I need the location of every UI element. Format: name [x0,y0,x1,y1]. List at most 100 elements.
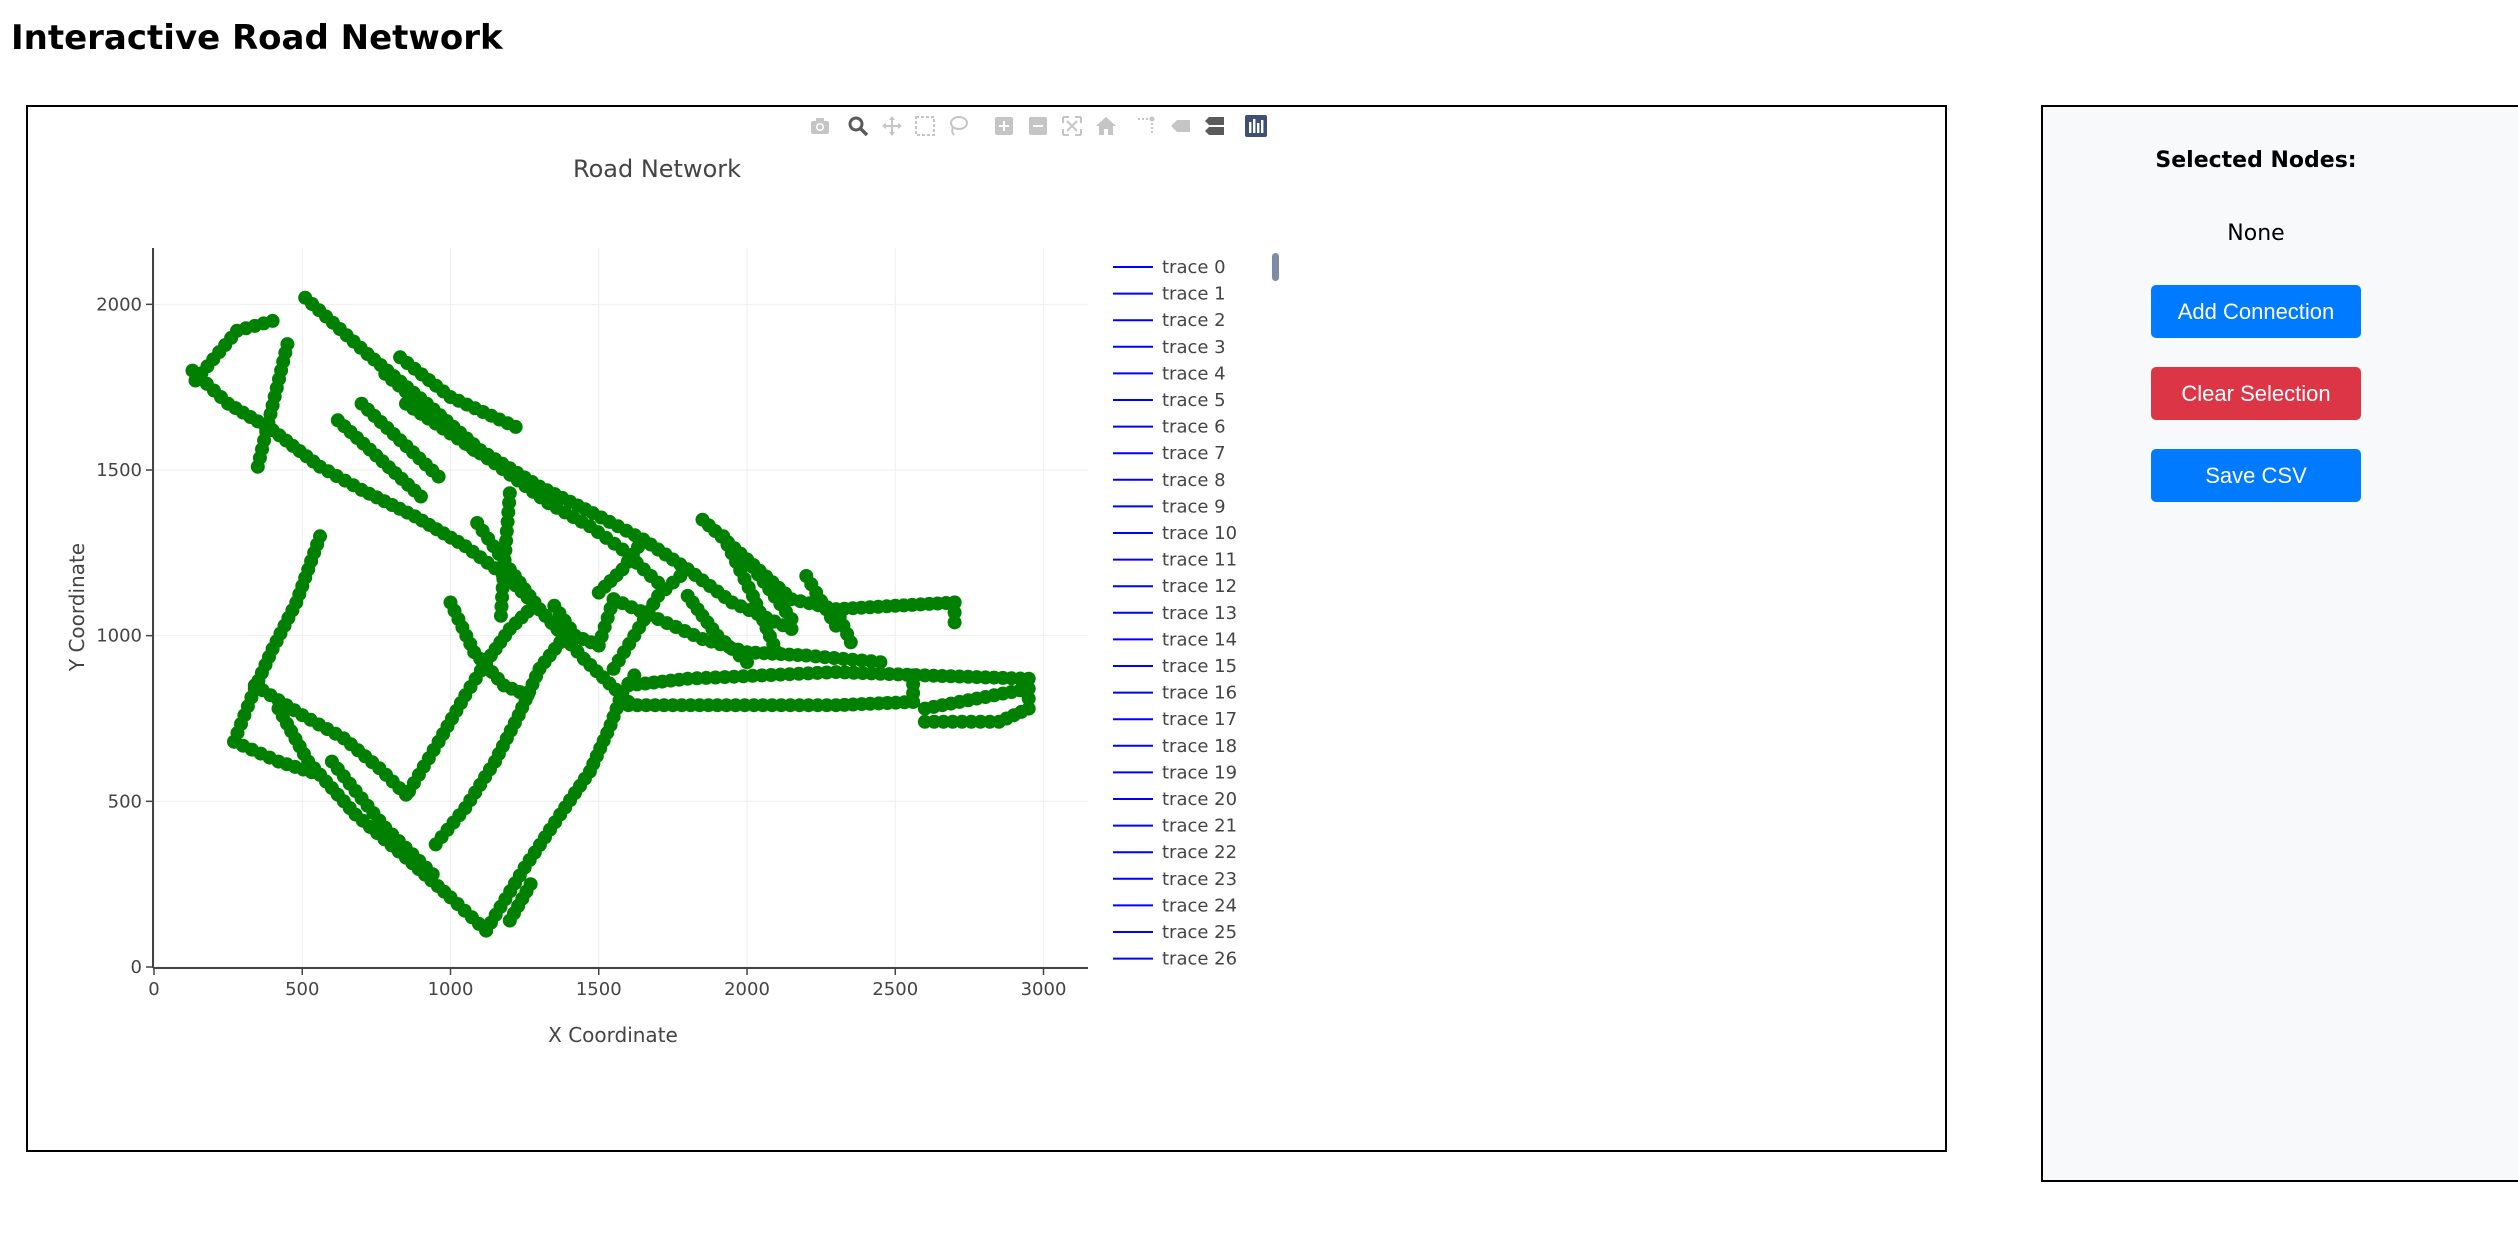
hover-closest-icon[interactable] [1168,114,1192,138]
camera-icon[interactable] [808,114,832,138]
legend-label: trace 22 [1162,842,1237,863]
legend-scrollbar[interactable] [1272,253,1279,281]
legend-label: trace 3 [1162,337,1226,358]
legend-label: trace 24 [1162,895,1237,916]
road-node[interactable] [431,469,446,484]
legend-label: trace 25 [1162,922,1237,943]
chart-title: Road Network [573,155,741,183]
clear-selection-button[interactable]: Clear Selection [2151,367,2361,420]
legend-item[interactable]: trace 23 [1113,869,1237,890]
legend-item[interactable]: trace 20 [1113,789,1237,810]
autoscale-icon[interactable] [1060,114,1084,138]
y-tick-label: 0 [131,957,142,978]
road-node[interactable] [740,655,754,670]
road-node[interactable] [843,635,858,650]
save-csv-button[interactable]: Save CSV [2151,449,2361,502]
legend-item[interactable]: trace 8 [1113,470,1226,491]
side-panel: Selected Nodes: None Add Connection Clea… [2041,105,2518,1182]
road-node[interactable] [947,615,962,630]
road-node[interactable] [917,714,932,729]
plot-modebar [28,107,1945,147]
y-tick-label: 1000 [96,626,142,647]
legend-item[interactable]: trace 24 [1113,895,1237,916]
y-tick-label: 1500 [96,460,142,481]
lasso-select-icon[interactable] [946,114,970,138]
legend-item[interactable]: trace 4 [1113,363,1226,384]
legend-item[interactable]: trace 18 [1113,736,1237,757]
road-node[interactable] [562,635,577,650]
add-connection-button[interactable]: Add Connection [2151,285,2361,338]
legend-item[interactable]: trace 2 [1113,310,1226,331]
legend-item[interactable]: trace 9 [1113,496,1226,517]
legend-item[interactable]: trace 11 [1113,550,1237,571]
legend-label: trace 20 [1162,789,1237,810]
road-node[interactable] [906,668,921,683]
legend-item[interactable]: trace 12 [1113,576,1237,597]
y-tick-label: 500 [108,791,142,812]
legend-item[interactable]: trace 3 [1113,337,1226,358]
selected-nodes-heading: Selected Nodes: [2155,148,2357,173]
legend[interactable]: trace 0 trace 1 trace 2 trace 3 trace 4 trace… [1113,257,1237,970]
road-node[interactable] [493,608,508,623]
road-node[interactable] [523,877,538,892]
road-node[interactable] [606,661,621,676]
legend-label: trace 0 [1162,257,1226,278]
legend-item[interactable]: trace 25 [1113,922,1237,943]
legend-label: trace 15 [1162,656,1237,677]
legend-item[interactable]: trace 15 [1113,656,1237,677]
legend-item[interactable]: trace 26 [1113,949,1237,970]
legend-label: trace 4 [1162,363,1226,384]
road-node[interactable] [591,585,606,600]
road-node[interactable] [280,337,295,352]
road-network-chart[interactable]: 0 500 1000 1500 2000 2500 3000 0 500 1000 1500 2000… [28,107,1945,1150]
x-tick-label: 2000 [724,979,770,1000]
road-node[interactable] [784,622,799,636]
legend-item[interactable]: trace 22 [1113,842,1237,863]
legend-item[interactable]: trace 16 [1113,683,1237,704]
road-nodes[interactable] [185,290,1036,938]
road-node[interactable] [1021,681,1036,696]
legend-item[interactable]: trace 13 [1113,603,1237,624]
legend-item[interactable]: trace 7 [1113,443,1226,464]
legend-label: trace 21 [1162,816,1237,837]
legend-item[interactable]: trace 17 [1113,709,1237,730]
zoom-in-icon[interactable] [992,114,1016,138]
legend-item[interactable]: trace 5 [1113,390,1226,411]
road-node[interactable] [1021,691,1036,706]
zoom-out-icon[interactable] [1026,114,1050,138]
pan-icon[interactable] [880,114,904,138]
road-node[interactable] [508,419,523,434]
x-axis-title: X Coordinate [548,1023,678,1047]
road-node[interactable] [873,655,888,670]
road-node[interactable] [547,598,562,613]
road-node[interactable] [769,645,784,660]
legend-label: trace 12 [1162,576,1237,597]
road-node[interactable] [784,612,799,627]
legend-item[interactable]: trace 10 [1113,523,1237,544]
zoom-icon[interactable] [846,114,870,138]
reset-axes-icon[interactable] [1094,114,1118,138]
road-node[interactable] [947,595,962,610]
road-node[interactable] [1021,671,1036,686]
box-select-icon[interactable] [913,114,937,138]
legend-item[interactable]: trace 21 [1113,816,1237,837]
legend-item[interactable]: trace 6 [1113,417,1226,438]
legend-label: trace 5 [1162,390,1226,411]
legend-label: trace 8 [1162,470,1226,491]
legend-label: trace 9 [1162,496,1226,517]
road-node[interactable] [947,605,962,620]
legend-item[interactable]: trace 1 [1113,284,1226,305]
hover-compare-icon[interactable] [1202,114,1226,138]
legend-item[interactable]: trace 19 [1113,762,1237,783]
legend-item[interactable]: trace 14 [1113,629,1237,650]
spike-lines-icon[interactable] [1134,114,1158,138]
road-node[interactable] [425,867,440,882]
road-node[interactable] [265,313,280,328]
legend-item[interactable]: trace 0 [1113,257,1226,278]
legend-label: trace 26 [1162,949,1237,970]
plot-container: 0 500 1000 1500 2000 2500 3000 0 500 1000 1500 2000… [26,105,1947,1152]
legend-label: trace 18 [1162,736,1237,757]
road-node[interactable] [413,489,428,504]
plotly-logo-icon[interactable] [1244,114,1268,138]
road-node[interactable] [520,688,535,703]
